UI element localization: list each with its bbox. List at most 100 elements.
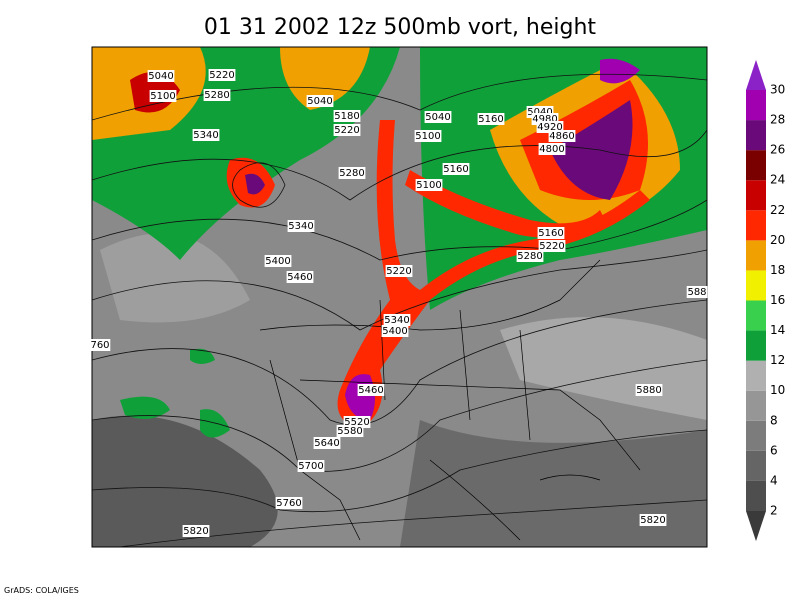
colorbar-label: 10 (770, 383, 785, 397)
contour-label-box (297, 460, 325, 472)
contour-label-box (635, 384, 663, 396)
contour-label: 588 (687, 287, 706, 298)
contour-label: 5220 (209, 70, 234, 81)
contour-label: 5160 (443, 164, 468, 175)
contour-label-box (538, 143, 566, 155)
contour-label: 5160 (478, 114, 503, 125)
contour-label-box (264, 255, 292, 267)
colorbar-label: 22 (770, 203, 785, 217)
colorbar-segment (746, 150, 766, 181)
contour-label: 4920 (537, 122, 562, 133)
contour-label-box (424, 111, 452, 123)
contour-label: 5220 (334, 125, 359, 136)
colorbar-label: 12 (770, 353, 785, 367)
contour-label-box (477, 113, 505, 125)
contour-label: 5340 (288, 221, 313, 232)
colorbar-label: 6 (770, 443, 778, 457)
colorbar-label: 8 (770, 413, 778, 427)
colorbar-label: 14 (770, 323, 785, 337)
contour-label: 5280 (339, 168, 364, 179)
contour-label: 5460 (358, 385, 383, 396)
contour-label-box (182, 525, 210, 537)
contour-label: 5280 (204, 90, 229, 101)
contour-label: 5400 (265, 256, 290, 267)
contour-label-box (192, 129, 220, 141)
colorbar-segment (746, 90, 766, 121)
contour-label-box (442, 163, 470, 175)
contour-label: 5520 (344, 417, 369, 428)
colorbar-label: 20 (770, 233, 785, 247)
title: 01 31 2002 12z 500mb vort, height (204, 15, 597, 40)
contour-label-box (383, 314, 411, 326)
contour-label-box (385, 265, 413, 277)
contour-label: 5220 (386, 266, 411, 277)
contour-label: 5040 (527, 107, 552, 118)
contour-label-box (336, 425, 364, 437)
contour-label-box (537, 227, 565, 239)
colorbar-segment (746, 480, 766, 511)
contour-label-box (381, 325, 409, 337)
contour-label-box (357, 384, 385, 396)
contour-label: 5040 (148, 71, 173, 82)
contour-label: 5100 (416, 180, 441, 191)
contour-label: 5460 (287, 272, 312, 283)
colorbar-label: 16 (770, 293, 785, 307)
contour-label-box (306, 95, 334, 107)
contour-label: 5340 (384, 315, 409, 326)
contour-label-box (149, 90, 177, 102)
contour-label-box (313, 437, 341, 449)
contour-label: 5100 (150, 91, 175, 102)
contour-label: 5820 (640, 515, 665, 526)
contour-label: 5880 (636, 385, 661, 396)
contour-label-box (548, 130, 576, 142)
contour-label: 5180 (334, 111, 359, 122)
contour-label: 5040 (425, 112, 450, 123)
contour-label: 5280 (517, 251, 542, 262)
contour-label-box (275, 497, 303, 509)
contour-label-box (639, 514, 667, 526)
colorbar-segment (746, 210, 766, 241)
colorbar-segment (746, 390, 766, 421)
contour-label-box (415, 179, 443, 191)
credit: GrADS: COLA/IGES (4, 586, 79, 595)
colorbar-segment (746, 450, 766, 481)
colorbar-segment (746, 360, 766, 391)
colorbar-label: 26 (770, 143, 785, 157)
colorbar-label: 4 (770, 473, 778, 487)
contour-label-box (286, 271, 314, 283)
colorbar-label: 28 (770, 113, 785, 127)
map (91, 46, 708, 548)
colorbar-label: 30 (770, 83, 785, 97)
contour-label: 5340 (193, 130, 218, 141)
contour-label: 5160 (538, 228, 563, 239)
colorbar-segment (746, 180, 766, 211)
contour-label-box (414, 130, 442, 142)
contour-label-box (208, 69, 236, 81)
colorbar-segment (746, 270, 766, 301)
contour-label: 5640 (314, 438, 339, 449)
colorbar-label: 2 (770, 504, 778, 518)
contour-label-box (333, 124, 361, 136)
contour-label: 5820 (183, 526, 208, 537)
colorbar-high (746, 59, 766, 90)
contour-label: 760 (90, 340, 109, 351)
contour-label: 5220 (539, 241, 564, 252)
contour-label: 5700 (298, 461, 323, 472)
contour-label: 5760 (276, 498, 301, 509)
colorbar-segment (746, 240, 766, 271)
contour-label: 5580 (337, 426, 362, 437)
contour-labels: 5040 5220 5100 5280 5040 5340 5180 5220 5040 5100… (89, 69, 708, 537)
contour-label-box (686, 286, 708, 298)
colorbar-segment (746, 420, 766, 451)
contour-label-box (203, 89, 231, 101)
colorbar-segment (746, 330, 766, 361)
contour-label-box (538, 240, 566, 252)
colorbar-segment (746, 300, 766, 331)
contour-label-box (333, 110, 361, 122)
colorbar-low (746, 511, 766, 542)
contour-label-box (89, 339, 111, 351)
contour-label-box (147, 70, 175, 82)
contour-label-box (287, 220, 315, 232)
